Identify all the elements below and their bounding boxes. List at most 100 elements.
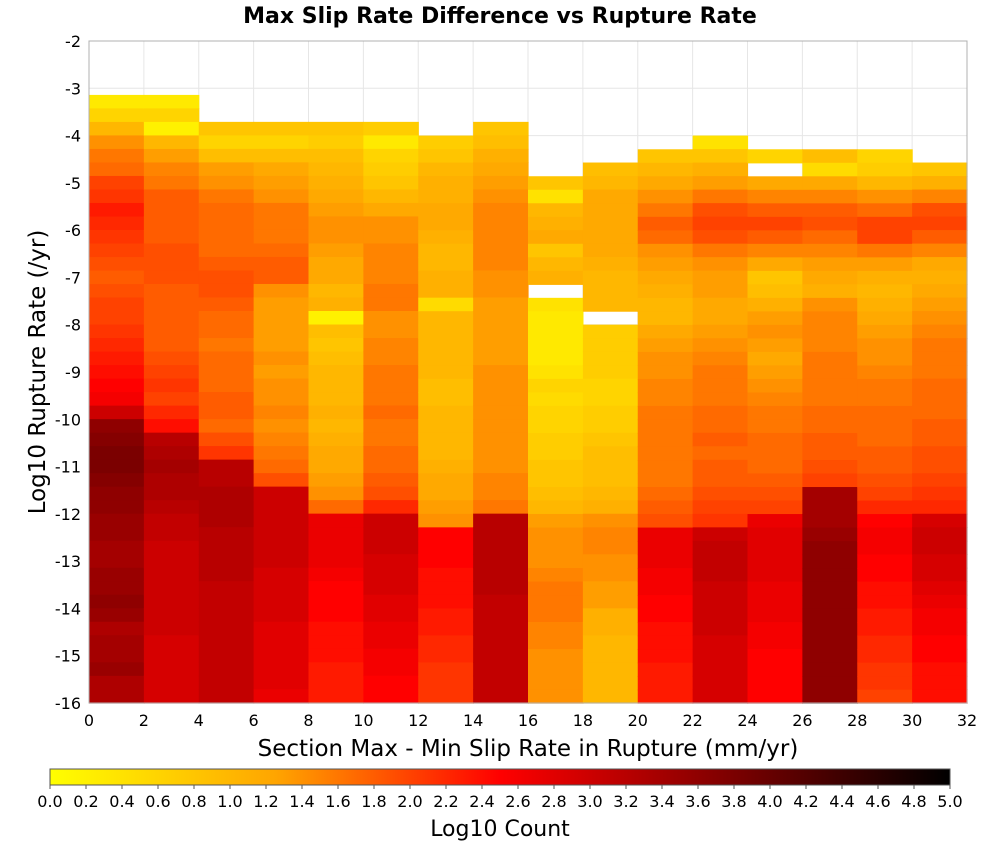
heatmap-cell [747,487,803,502]
heatmap-cell [582,324,639,339]
heatmap-cell [747,324,803,340]
heatmap-cell [857,257,913,272]
heatmap-cell [692,230,749,245]
heatmap-cell [308,621,364,636]
heatmap-cell [473,270,529,285]
heatmap-cell [253,297,310,312]
heatmap-cell [582,392,639,407]
colorbar-tick-label: 1.6 [325,792,350,811]
heatmap-cell [473,243,529,258]
heatmap-cell [802,460,858,475]
heatmap-cell [198,283,255,299]
heatmap-cell [802,473,858,488]
heatmap-cell [637,460,694,475]
heatmap-cell [912,189,968,204]
heatmap-cell [912,689,968,704]
heatmap-cell [528,689,584,704]
heatmap-cell [143,216,200,231]
heatmap-cell [637,419,694,434]
heatmap-cell [582,635,639,650]
heatmap-cell [418,257,474,272]
heatmap-cell [857,405,913,421]
heatmap-cell [582,419,639,434]
heatmap-cell [857,243,913,258]
heatmap-cell [528,378,584,393]
heatmap-cell [637,176,694,191]
heatmap-cell [89,175,145,191]
colorbar-tick-label: 1.0 [217,792,242,811]
heatmap-cell [802,243,858,258]
heatmap-cell [473,378,529,393]
heatmap-cell [912,473,968,488]
heatmap-cell [802,689,858,704]
heatmap-cell [637,608,694,623]
heatmap-cell [528,513,584,529]
heatmap-cell [473,513,529,528]
heatmap-cell [253,486,310,501]
heatmap-cell [747,392,803,407]
heatmap-cell [912,216,968,231]
heatmap-cell [637,487,694,502]
heatmap-cell [363,540,419,555]
heatmap-cell [89,311,145,326]
heatmap-cell [802,581,858,596]
heatmap-cell [528,243,584,258]
heatmap-cell [363,135,419,150]
heatmap-cell [473,338,529,353]
heatmap-cell [857,270,913,285]
heatmap-cell [857,689,913,704]
heatmap-cell [528,486,584,502]
x-tick-label: 26 [792,711,812,730]
heatmap-cell [857,460,913,475]
heatmap-cell [692,270,749,285]
heatmap-cell [692,135,749,150]
heatmap-cell [89,202,145,218]
y-tick-label: -6 [65,221,81,240]
heatmap-cell [418,419,474,434]
heatmap-cell [89,635,145,650]
heatmap-cell [198,648,255,663]
heatmap-cell [363,689,419,704]
heatmap-cell [802,365,858,380]
heatmap-cell [89,594,145,609]
heatmap-cell [143,419,200,434]
heatmap-cell [692,243,749,258]
heatmap-cell [143,513,200,528]
heatmap-cell [528,595,584,610]
heatmap-cell [418,689,474,704]
heatmap-cell [89,135,145,150]
heatmap-cell [582,243,639,258]
x-tick-label: 4 [194,711,204,730]
heatmap-cell [802,257,858,272]
heatmap-cell [637,649,694,664]
heatmap-cell [308,459,364,474]
heatmap-cell [637,392,694,407]
heatmap-cell [912,230,968,245]
heatmap-cell [253,121,310,136]
heatmap-cell [582,500,639,515]
heatmap-cell [308,338,364,353]
heatmap-cell [912,608,968,623]
heatmap-cell [89,338,145,353]
heatmap-cell [89,608,145,623]
heatmap-cell [637,257,694,272]
heatmap-cell [308,527,364,542]
heatmap-cell [363,567,419,582]
colorbar-tick-label: 3.8 [721,792,746,811]
x-tick-label: 22 [682,711,702,730]
heatmap-cell [582,675,639,690]
heatmap-cell [253,459,310,474]
heatmap-cell [528,500,584,515]
heatmap-cell [253,283,310,299]
heatmap-cell [582,459,639,474]
heatmap-cell [802,662,858,677]
x-tick-label: 8 [303,711,313,730]
heatmap-cell [528,635,584,650]
y-tick-label: -7 [65,268,81,287]
heatmap-cell [143,202,200,218]
heatmap-cell [308,689,364,704]
heatmap-cell [582,432,639,447]
heatmap-cell [253,432,310,447]
heatmap-cell [528,568,584,583]
heatmap-cell [418,135,474,150]
